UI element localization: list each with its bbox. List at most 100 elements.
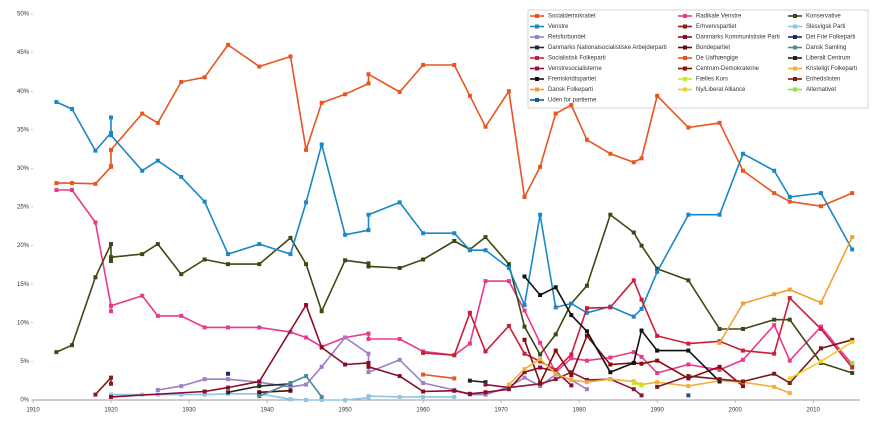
data-point	[522, 367, 527, 372]
data-point	[584, 306, 589, 311]
data-point	[772, 191, 777, 196]
x-tick-label: 1930	[182, 408, 196, 414]
x-tick-label: 2010	[807, 408, 821, 414]
data-point	[818, 359, 823, 364]
y-tick-label: 20%	[17, 243, 30, 249]
data-point	[569, 352, 574, 357]
data-point	[343, 232, 348, 237]
data-point	[140, 252, 145, 257]
data-point	[584, 137, 589, 142]
data-point	[740, 384, 745, 389]
y-tick-label: 10%	[17, 320, 30, 326]
data-point	[538, 357, 543, 362]
data-point	[257, 64, 262, 69]
data-point	[397, 337, 402, 342]
y-tick-label: 35%	[17, 127, 30, 133]
data-point	[421, 62, 426, 67]
data-point	[319, 364, 324, 369]
legend-marker	[793, 66, 797, 71]
data-point	[70, 106, 75, 111]
data-point	[538, 212, 543, 217]
legend-label: Slesvigsk Parti	[806, 24, 845, 30]
data-point	[538, 381, 543, 386]
data-point	[655, 333, 660, 338]
data-point	[772, 317, 777, 322]
data-point	[70, 188, 75, 193]
data-point	[686, 374, 691, 379]
data-point	[506, 262, 511, 267]
data-point	[686, 393, 691, 398]
legend-marker	[535, 45, 539, 50]
data-point	[483, 382, 488, 387]
data-point	[179, 313, 184, 318]
data-point	[850, 191, 855, 196]
data-point	[538, 359, 543, 364]
data-point	[772, 384, 777, 389]
legend-label: Erhvervspartiet	[696, 24, 737, 30]
data-point	[343, 258, 348, 263]
data-point	[818, 191, 823, 196]
y-tick-label: 50%	[17, 12, 30, 18]
data-point	[569, 301, 574, 306]
x-tick-label: 1950	[338, 408, 352, 414]
x-tick-label: 1940	[260, 408, 274, 414]
data-point	[109, 255, 114, 260]
data-point	[787, 296, 792, 301]
data-point	[202, 389, 207, 394]
data-point	[70, 181, 75, 186]
data-point	[686, 278, 691, 283]
data-point	[155, 313, 160, 318]
data-point	[421, 381, 426, 386]
data-point	[631, 381, 636, 386]
data-point	[109, 375, 114, 380]
series-line	[56, 213, 853, 374]
data-point	[631, 350, 636, 355]
legend-label: Dansk Samling	[806, 45, 846, 51]
data-point	[787, 317, 792, 322]
data-point	[655, 266, 660, 271]
data-point	[608, 362, 613, 367]
data-point	[655, 358, 660, 363]
data-point	[569, 103, 574, 108]
legend-label: Venstresocialisterne	[548, 66, 602, 72]
data-point	[93, 181, 98, 186]
data-point	[70, 343, 75, 348]
data-point	[93, 148, 98, 153]
data-point	[506, 385, 511, 390]
data-point	[631, 278, 636, 283]
legend-marker	[535, 56, 539, 60]
data-point	[109, 394, 114, 399]
data-point	[304, 398, 309, 402]
data-point	[639, 361, 644, 366]
data-point	[304, 200, 309, 205]
data-point	[772, 323, 777, 328]
data-point	[717, 379, 722, 384]
legend-label: Retsforbundet	[548, 35, 586, 41]
legend-marker	[535, 35, 539, 39]
data-point	[686, 212, 691, 217]
data-point	[257, 325, 262, 330]
data-point	[467, 93, 472, 98]
data-point	[366, 331, 371, 336]
data-point	[631, 314, 636, 319]
data-point	[179, 384, 184, 389]
data-point	[522, 337, 527, 342]
data-point	[538, 352, 543, 357]
data-point	[787, 358, 792, 363]
data-point	[506, 279, 511, 284]
data-point	[452, 388, 457, 393]
legend-label: Enhedslisten	[806, 77, 840, 83]
data-point	[850, 365, 855, 370]
data-point	[584, 333, 589, 338]
data-point	[54, 100, 59, 105]
data-point	[155, 120, 160, 125]
data-point	[608, 355, 613, 360]
data-point	[569, 370, 574, 375]
data-point	[631, 230, 636, 235]
data-point	[397, 394, 402, 399]
data-point	[538, 293, 543, 298]
data-point	[366, 351, 371, 356]
data-point	[202, 199, 207, 204]
data-point	[639, 306, 644, 311]
data-point	[397, 374, 402, 379]
